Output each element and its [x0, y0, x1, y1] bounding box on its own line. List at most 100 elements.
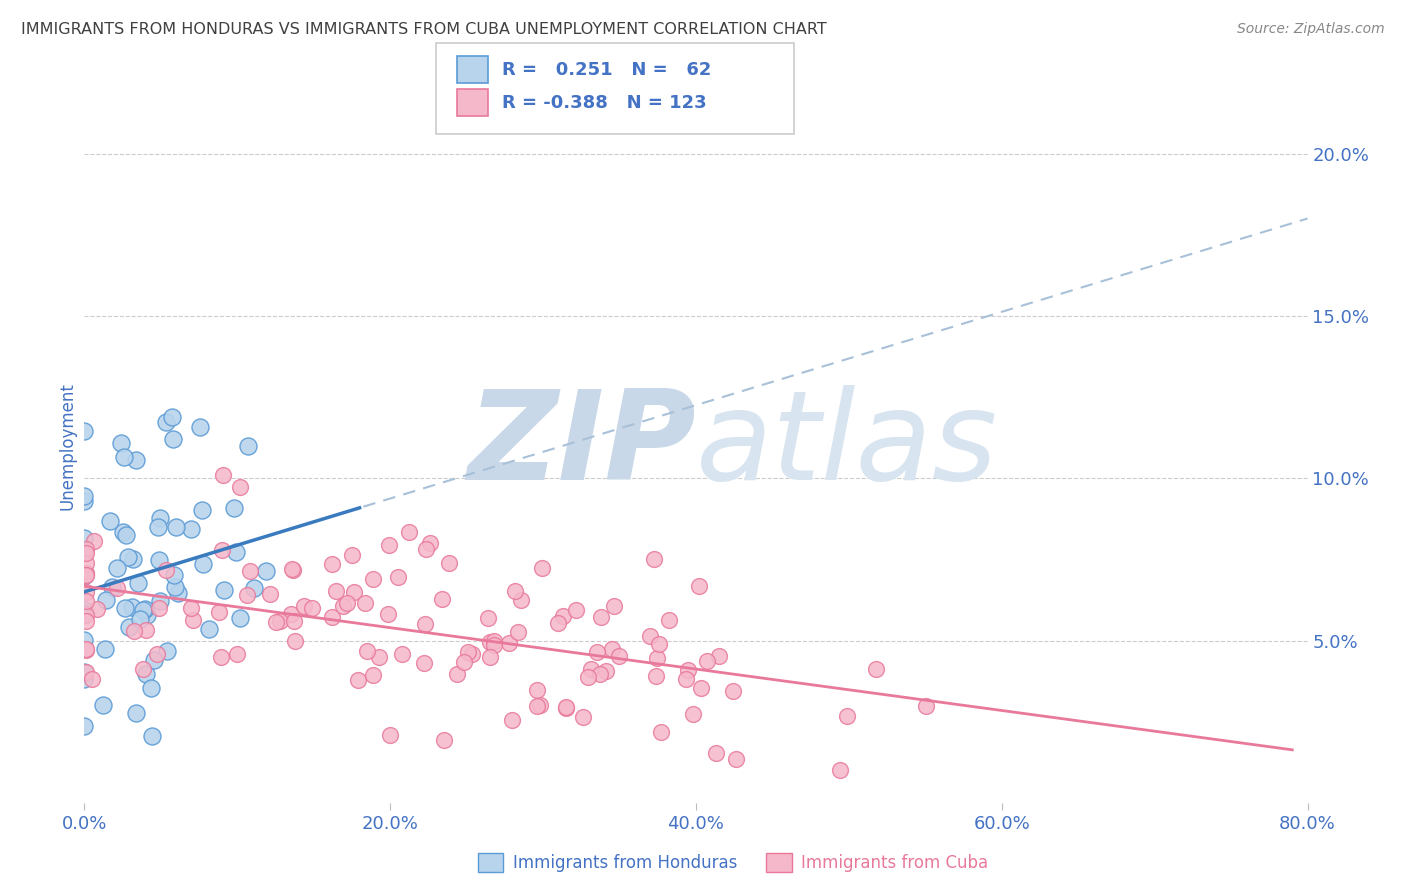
Point: [155, 416, 177, 430]
Point: [73, 532, 96, 546]
Point: [212, 467, 235, 482]
Point: [165, 580, 187, 594]
Point: [283, 614, 305, 628]
Point: [225, 545, 247, 559]
Point: [142, 653, 165, 667]
Point: [343, 584, 366, 599]
Point: [526, 682, 548, 697]
Point: [363, 572, 385, 586]
Point: [377, 607, 399, 621]
Point: [640, 629, 662, 643]
Point: [127, 576, 149, 591]
Point: [648, 637, 671, 651]
Point: [112, 450, 135, 464]
Text: atlas: atlas: [696, 385, 998, 507]
Point: [321, 610, 343, 624]
Point: [721, 684, 744, 698]
Text: R = -0.388   N = 123: R = -0.388 N = 123: [502, 94, 707, 112]
Point: [554, 700, 576, 714]
Point: [73, 672, 96, 686]
Text: Source: ZipAtlas.com: Source: ZipAtlas.com: [1237, 22, 1385, 37]
Text: R =   0.251   N =   62: R = 0.251 N = 62: [502, 61, 711, 78]
Point: [101, 580, 124, 594]
Point: [212, 583, 235, 598]
Point: [131, 662, 153, 676]
Text: Immigrants from Honduras: Immigrants from Honduras: [513, 854, 738, 871]
Point: [325, 583, 347, 598]
Point: [581, 662, 603, 676]
Point: [208, 605, 231, 619]
Point: [211, 543, 233, 558]
Point: [572, 710, 595, 724]
Y-axis label: Unemployment: Unemployment: [58, 382, 76, 510]
Point: [75, 566, 97, 580]
Point: [105, 581, 128, 595]
Point: [526, 699, 548, 714]
Point: [73, 602, 96, 616]
Point: [117, 549, 139, 564]
Point: [180, 522, 202, 536]
Point: [163, 568, 186, 582]
Point: [479, 649, 502, 664]
Point: [86, 602, 108, 616]
Point: [134, 601, 156, 615]
Point: [132, 602, 155, 616]
Point: [724, 752, 747, 766]
Point: [229, 611, 252, 625]
Point: [188, 420, 211, 434]
Point: [73, 494, 96, 508]
Point: [645, 651, 668, 665]
Point: [75, 594, 97, 608]
Point: [75, 642, 97, 657]
Point: [284, 634, 307, 648]
Point: [148, 600, 170, 615]
Point: [243, 581, 266, 595]
Point: [704, 747, 727, 761]
Point: [356, 644, 378, 658]
Point: [835, 709, 858, 723]
Point: [94, 642, 117, 657]
Point: [73, 665, 96, 679]
Point: [676, 663, 699, 677]
Point: [501, 713, 523, 727]
Point: [453, 655, 475, 669]
Point: [830, 764, 852, 778]
Point: [482, 638, 505, 652]
Point: [506, 625, 529, 640]
Point: [155, 563, 177, 577]
Point: [114, 527, 136, 541]
Point: [94, 593, 117, 607]
Point: [865, 662, 887, 676]
Point: [354, 596, 377, 610]
Point: [121, 551, 143, 566]
Point: [228, 479, 250, 493]
Point: [129, 612, 152, 626]
Point: [914, 698, 936, 713]
Point: [121, 599, 143, 614]
Point: [589, 610, 612, 624]
Point: [696, 654, 718, 668]
Point: [432, 592, 454, 607]
Point: [156, 644, 179, 658]
Point: [148, 520, 170, 534]
Point: [707, 648, 730, 663]
Point: [607, 649, 630, 664]
Point: [585, 645, 607, 659]
Text: ZIP: ZIP: [467, 385, 696, 507]
Point: [190, 503, 212, 517]
Point: [576, 670, 599, 684]
Point: [644, 669, 666, 683]
Point: [139, 681, 162, 696]
Point: [415, 617, 437, 632]
Point: [419, 536, 441, 550]
Point: [191, 558, 214, 572]
Point: [180, 601, 202, 615]
Point: [413, 656, 436, 670]
Point: [75, 542, 97, 557]
Point: [554, 701, 576, 715]
Point: [135, 623, 157, 637]
Point: [688, 579, 710, 593]
Point: [122, 624, 145, 638]
Point: [149, 594, 172, 608]
Point: [75, 584, 97, 599]
